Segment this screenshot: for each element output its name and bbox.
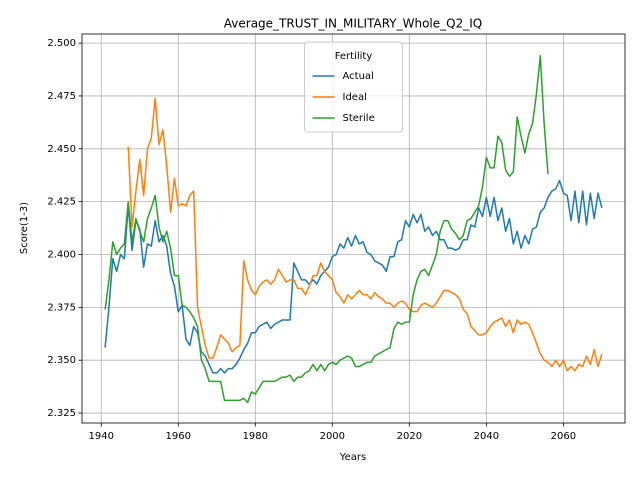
x-tick-label: 1980 bbox=[243, 431, 268, 442]
y-tick-label: 2.400 bbox=[47, 250, 76, 261]
series-line bbox=[104, 179, 603, 374]
x-tick-label: 1960 bbox=[166, 431, 191, 442]
y-tick-label: 2.375 bbox=[47, 302, 76, 313]
y-tick-label: 2.325 bbox=[47, 408, 76, 419]
y-tick-label: 2.425 bbox=[47, 197, 76, 208]
series-line bbox=[127, 97, 603, 372]
plot-frame bbox=[81, 33, 626, 424]
x-tick-label: 2000 bbox=[320, 431, 345, 442]
x-tick-label: 2060 bbox=[551, 431, 576, 442]
legend-box bbox=[304, 41, 403, 133]
y-axis-label: Score(1-3) bbox=[19, 202, 30, 254]
series-line bbox=[104, 55, 549, 404]
y-tick-label: 2.475 bbox=[47, 91, 76, 102]
y-tick-label: 2.500 bbox=[47, 38, 76, 49]
x-tick-label: 2020 bbox=[397, 431, 422, 442]
chart-title: Average_TRUST_IN_MILITARY_Whole_Q2_IQ bbox=[224, 17, 482, 31]
y-tick-label: 2.350 bbox=[47, 355, 76, 366]
y-tick-label: 2.450 bbox=[47, 144, 76, 155]
x-tick-label: 2040 bbox=[474, 431, 499, 442]
x-axis-label: Years bbox=[339, 452, 366, 463]
legend-label: Ideal bbox=[343, 92, 367, 103]
x-tick-label: 1940 bbox=[89, 431, 114, 442]
legend-title: Fertility bbox=[335, 51, 373, 62]
legend-label: Sterile bbox=[343, 113, 375, 124]
legend-label: Actual bbox=[343, 71, 374, 82]
